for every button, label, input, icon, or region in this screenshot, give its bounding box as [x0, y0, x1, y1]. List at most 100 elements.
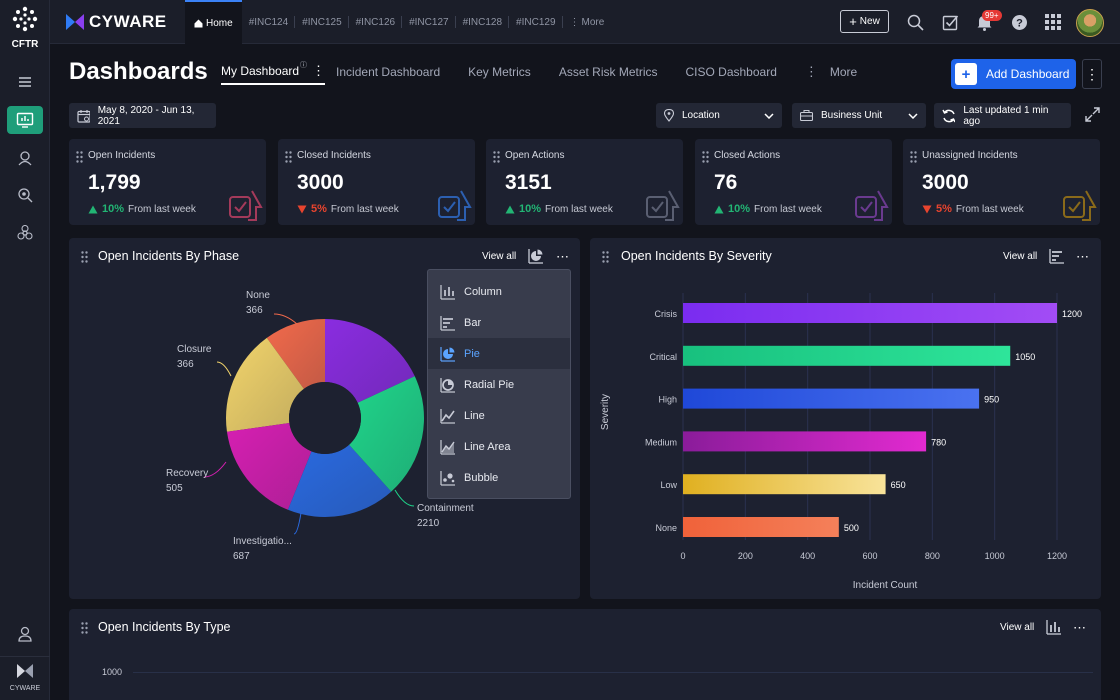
tab-incident-dashboard[interactable]: Incident Dashboard: [336, 59, 440, 85]
tab-inc125[interactable]: #INC125: [295, 0, 349, 44]
more-options-icon[interactable]: ⋯: [556, 249, 569, 264]
drag-handle-icon[interactable]: [81, 251, 88, 263]
pie-slice[interactable]: [287, 444, 392, 517]
drag-handle-icon[interactable]: [76, 151, 83, 163]
phase-view-all-link[interactable]: View all: [482, 251, 517, 262]
date-range-picker[interactable]: May 8, 2020 - Jun 13, 2021: [69, 103, 216, 128]
chevron-down-icon: [908, 112, 918, 119]
tab-inc126[interactable]: #INC126: [349, 0, 403, 44]
kpi-card[interactable]: Closed Actions 76 10% From last week: [695, 139, 892, 225]
type-view-all-link[interactable]: View all: [1000, 622, 1035, 633]
kpi-card[interactable]: Unassigned Incidents 3000 5% From last week: [903, 139, 1100, 225]
pie-chart-type-icon[interactable]: [528, 248, 544, 264]
bar[interactable]: [683, 517, 839, 537]
help-icon[interactable]: ?: [1009, 12, 1029, 32]
tab-inc129[interactable]: #INC129: [509, 0, 563, 44]
severity-bar-chart: 0 200 400 600 800 1000 1200 Crisis 1200 Critical 1…: [600, 293, 1082, 591]
more-options-icon[interactable]: ⋯: [1076, 249, 1089, 264]
tab-more[interactable]: ⋮ More: [805, 59, 857, 85]
column-chart-type-icon[interactable]: [1046, 619, 1062, 635]
tab-inc128[interactable]: #INC128: [456, 0, 510, 44]
user-avatar[interactable]: [1076, 9, 1104, 37]
more-options-icon[interactable]: ⋯: [1073, 620, 1086, 635]
pie-leader-line: [273, 313, 298, 325]
tab-key-metrics[interactable]: Key Metrics: [468, 59, 531, 85]
dashboard-options-button[interactable]: ⋮: [1082, 59, 1102, 89]
menu-item-pie[interactable]: Pie: [428, 338, 570, 369]
new-button[interactable]: + New: [840, 10, 889, 33]
tab-inc127[interactable]: #INC127: [402, 0, 456, 44]
dashboard-nav-icon[interactable]: [7, 106, 43, 134]
tab-label: Incident Dashboard: [336, 65, 441, 79]
tab-ciso-dashboard[interactable]: CISO Dashboard: [686, 59, 777, 85]
business-unit-select[interactable]: Business Unit: [792, 103, 926, 128]
y-category-label: None: [655, 523, 677, 533]
kpi-change-percent: 5%: [936, 203, 952, 215]
cyware-logo[interactable]: CYWARE: [65, 12, 167, 32]
drag-handle-icon[interactable]: [910, 151, 917, 163]
kpi-card[interactable]: Open Incidents 1,799 10% From last week: [69, 139, 266, 225]
bar[interactable]: [683, 431, 927, 452]
target-search-nav-icon[interactable]: [7, 181, 43, 209]
pie-slice[interactable]: [349, 376, 424, 492]
tab-inc124[interactable]: #INC124: [242, 0, 296, 44]
kpi-card[interactable]: Closed Incidents 3000 5% From last week: [278, 139, 475, 225]
pie-slice[interactable]: [266, 319, 325, 389]
location-select[interactable]: Location: [656, 103, 782, 128]
drag-handle-icon[interactable]: [702, 151, 709, 163]
tasks-icon[interactable]: [940, 12, 960, 32]
briefcase-icon: [800, 110, 813, 121]
trend-down-icon: [922, 205, 932, 213]
severity-view-all-link[interactable]: View all: [1003, 251, 1038, 262]
bar-chart-type-icon[interactable]: [1049, 248, 1065, 264]
pie-slice[interactable]: [226, 337, 304, 432]
menu-icon[interactable]: [7, 68, 43, 96]
tab-my-dashboard[interactable]: My Dashboard ⓘ ⋮: [221, 59, 326, 85]
bar[interactable]: [683, 388, 980, 409]
x-tick-label: 600: [862, 551, 877, 561]
trend-up-icon: [88, 205, 98, 213]
kpi-change: 10% From last week: [88, 203, 196, 215]
threat-actor-nav-icon[interactable]: [7, 144, 43, 172]
drag-handle-icon[interactable]: [81, 622, 88, 634]
refresh-icon: [942, 109, 956, 122]
tab-kebab-icon[interactable]: ⋮: [312, 63, 326, 78]
pie-slice[interactable]: [226, 423, 312, 510]
pie-leader-line: [203, 461, 227, 478]
add-dashboard-button[interactable]: + Add Dashboard: [951, 59, 1076, 89]
menu-item-column[interactable]: Column: [428, 276, 570, 307]
tab-home[interactable]: Home: [185, 0, 242, 44]
tab-more[interactable]: ⋮ More: [563, 0, 612, 44]
drag-handle-icon[interactable]: [285, 151, 292, 163]
biohazard-nav-icon[interactable]: [7, 219, 43, 247]
menu-item-radial-pie[interactable]: Radial Pie: [428, 369, 570, 400]
kpi-illustration-icon: [229, 190, 263, 221]
kpi-change: 10% From last week: [505, 203, 613, 215]
search-icon[interactable]: [905, 12, 925, 32]
bar[interactable]: [683, 474, 886, 495]
add-dashboard-label: Add Dashboard: [986, 67, 1070, 81]
kpi-change-note: From last week: [545, 203, 613, 215]
tab-asset-risk-metrics[interactable]: Asset Risk Metrics: [559, 59, 658, 85]
bar[interactable]: [683, 345, 1011, 366]
kpi-illustration-icon: [646, 190, 680, 221]
drag-handle-icon[interactable]: [493, 151, 500, 163]
kpi-change-note: From last week: [955, 203, 1024, 215]
apps-grid-icon[interactable]: [1043, 12, 1063, 32]
bar[interactable]: [683, 303, 1057, 323]
menu-item-line-area[interactable]: Line Area: [428, 431, 570, 462]
type-panel-title: Open Incidents By Type: [98, 620, 231, 634]
drag-handle-icon[interactable]: [602, 251, 609, 263]
pie-slice[interactable]: [325, 319, 415, 403]
expand-icon[interactable]: [1085, 107, 1100, 127]
chart-type-menu: Column Bar Pie Radial Pie Line Line Area Bubbl…: [427, 269, 571, 499]
menu-item-line[interactable]: Line: [428, 400, 570, 431]
kpi-change: 10% From last week: [714, 203, 822, 215]
kpi-card[interactable]: Open Actions 3151 10% From last week: [486, 139, 683, 225]
menu-item-bar[interactable]: Bar: [428, 307, 570, 338]
refresh-status[interactable]: Last updated 1 min ago: [934, 103, 1071, 128]
menu-item-bubble[interactable]: Bubble: [428, 462, 570, 493]
app-brand[interactable]: CFTR: [0, 6, 50, 50]
type-axis-tick: 1000: [102, 667, 123, 677]
user-profile-icon[interactable]: [7, 620, 43, 648]
